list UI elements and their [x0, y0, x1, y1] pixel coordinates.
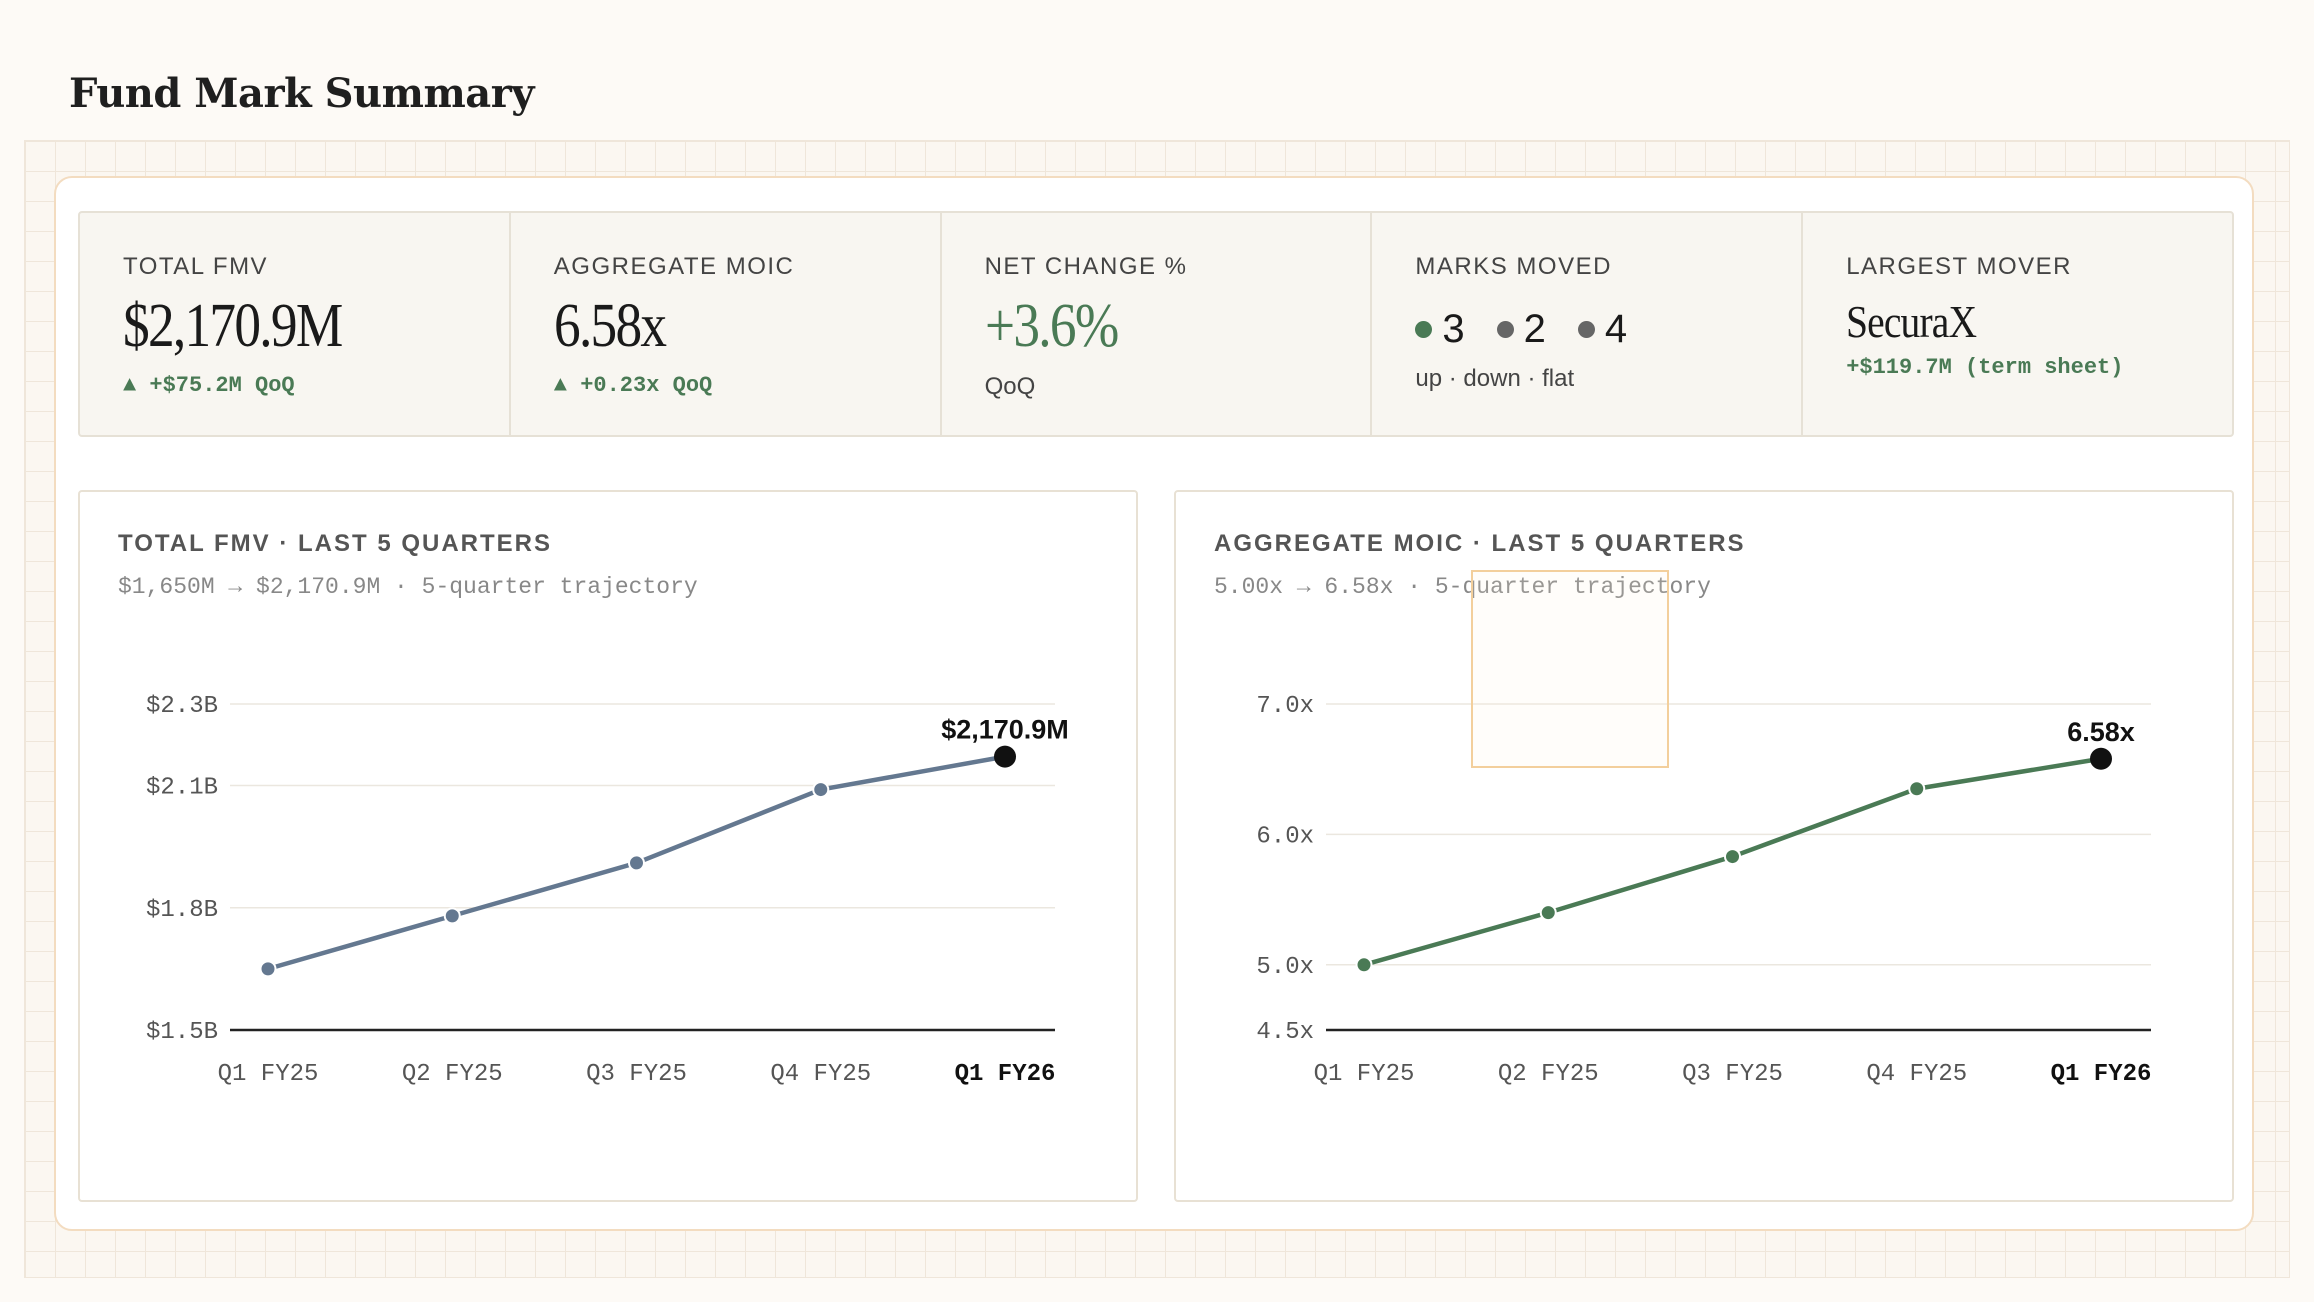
marks-down: 2 — [1496, 307, 1546, 352]
chart-title: AGGREGATE MOIC · LAST 5 QUARTERS — [1214, 530, 1746, 557]
x-tick-label: Q1 FY26 — [2051, 1061, 2152, 1088]
marks-counts: 3 2 4 — [1415, 307, 1627, 352]
y-tick-label: $1.5B — [146, 1019, 218, 1046]
fmv-line-chart: $1.5B $1.8B $2.1B $2.3B Q1 FY25 Q2 FY25 Q3 FY2… — [146, 693, 1069, 1088]
page-title: Fund Mark Summary — [69, 70, 535, 117]
y-tick-label: 6.0x — [1256, 823, 1314, 850]
y-tick-label: 5.0x — [1256, 954, 1314, 981]
y-tick-label: $2.1B — [146, 775, 218, 802]
marks-up: 3 — [1415, 307, 1465, 352]
marks-down-count: 2 — [1523, 307, 1546, 351]
data-point — [1908, 780, 1926, 798]
kpi-marks-moved: MARKS MOVED 3 2 4 up · down · flat — [1372, 213, 1804, 435]
x-tick-label: Q4 FY25 — [1866, 1061, 1967, 1088]
x-tick-label: Q3 FY25 — [1682, 1061, 1783, 1088]
chart-subtitle: 5.00x → 6.58x · 5-quarter trajectory — [1214, 574, 1711, 600]
x-tick-label: Q4 FY25 — [770, 1061, 871, 1088]
x-tick-label: Q1 FY25 — [218, 1061, 319, 1088]
down-dot-icon — [1496, 321, 1514, 338]
kpi-label: LARGEST MOVER — [1846, 253, 2072, 280]
selection-highlight — [1471, 570, 1669, 768]
marks-flat-count: 4 — [1604, 307, 1628, 351]
kpi-label: NET CHANGE % — [984, 253, 1188, 280]
end-value-label: 6.58x — [2067, 717, 2135, 747]
kpi-aggregate-moic: AGGREGATE MOIC 6.58x ▲ +0.23x QoQ — [511, 213, 942, 435]
marks-up-count: 3 — [1442, 307, 1465, 351]
data-point — [259, 960, 277, 978]
kpi-value: 6.58x — [553, 292, 667, 360]
y-tick-label: 7.0x — [1256, 693, 1314, 720]
end-point — [994, 745, 1016, 768]
y-tick-label: 4.5x — [1256, 1019, 1314, 1046]
kpi-value: $2,170.9M — [123, 292, 343, 360]
data-point — [1724, 848, 1741, 866]
kpi-note: +$119.7M (term sheet) — [1846, 355, 2124, 380]
x-tick-label: Q3 FY25 — [586, 1061, 687, 1088]
kpi-delta: ▲ +$75.2M QoQ — [123, 373, 295, 398]
x-tick-label: Q1 FY26 — [955, 1061, 1056, 1088]
fmv-chart-card: TOTAL FMV · LAST 5 QUARTERS $1,650M → $2… — [78, 490, 1138, 1202]
data-point — [1355, 956, 1373, 974]
marks-flat: 4 — [1577, 307, 1628, 352]
y-tick-label: $1.8B — [146, 897, 218, 924]
up-dot-icon — [1415, 321, 1433, 338]
kpi-note: up · down · flat — [1415, 365, 1575, 392]
kpi-delta: ▲ +0.23x QoQ — [553, 373, 713, 398]
chart-title: TOTAL FMV · LAST 5 QUARTERS — [118, 530, 553, 557]
data-point — [1539, 904, 1557, 922]
x-tick-label: Q2 FY25 — [402, 1061, 503, 1088]
chart-subtitle: $1,650M → $2,170.9M · 5-quarter trajecto… — [118, 574, 698, 600]
data-point — [443, 907, 461, 925]
kpi-net-change: NET CHANGE % +3.6% QoQ — [942, 213, 1373, 435]
x-tick-label: Q1 FY25 — [1314, 1061, 1415, 1088]
kpi-label: MARKS MOVED — [1415, 253, 1612, 280]
kpi-note: QoQ — [984, 373, 1036, 400]
end-point — [2090, 747, 2112, 770]
y-tick-label: $2.3B — [146, 693, 218, 720]
flat-dot-icon — [1577, 321, 1595, 338]
moic-line-chart: 4.5x 5.0x 6.0x 7.0x Q1 FY25 Q2 FY25 Q3 FY25 Q4 … — [1256, 693, 2152, 1088]
kpi-value: SecuraX — [1846, 296, 1977, 347]
kpi-largest-mover: LARGEST MOVER SecuraX +$119.7M (term she… — [1803, 213, 2232, 435]
kpi-value: +3.6% — [984, 292, 1119, 360]
kpi-strip: TOTAL FMV $2,170.9M ▲ +$75.2M QoQ AGGREG… — [78, 211, 2234, 437]
moic-chart-card: AGGREGATE MOIC · LAST 5 QUARTERS 5.00x →… — [1174, 490, 2234, 1202]
end-value-label: $2,170.9M — [941, 715, 1069, 745]
kpi-label: TOTAL FMV — [123, 253, 269, 280]
kpi-total-fmv: TOTAL FMV $2,170.9M ▲ +$75.2M QoQ — [80, 213, 511, 435]
kpi-label: AGGREGATE MOIC — [553, 253, 795, 280]
x-tick-label: Q2 FY25 — [1498, 1061, 1599, 1088]
data-point — [812, 781, 830, 799]
data-point — [628, 854, 645, 872]
